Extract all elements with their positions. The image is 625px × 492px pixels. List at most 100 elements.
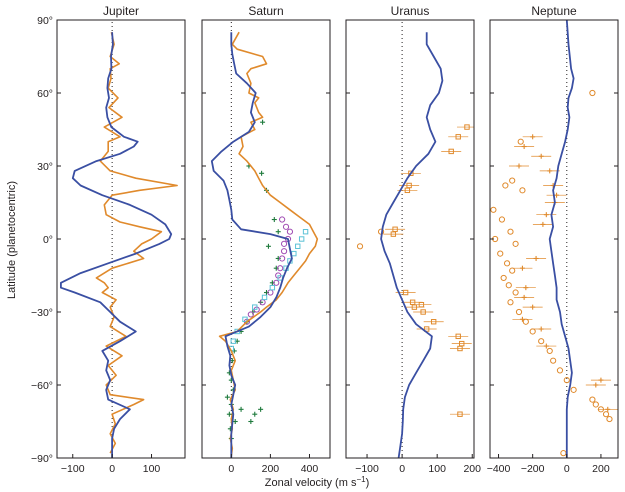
panel-frame — [345, 19, 475, 459]
marker-circle — [282, 223, 290, 230]
marker-circle — [563, 377, 570, 384]
marker-circle — [512, 240, 519, 247]
x-tick-label: −400 — [487, 463, 511, 475]
x-tick-label: 200 — [592, 463, 610, 475]
marker-circle — [280, 240, 288, 247]
marker-cross — [248, 419, 254, 424]
x-tick-label: 0 — [228, 463, 234, 475]
marker-circle — [509, 177, 516, 184]
series-line-model — [548, 20, 575, 458]
marker-circle — [522, 318, 529, 325]
panel-saturn: Saturn 0 200 400 — [201, 4, 331, 475]
marker-circle — [507, 228, 514, 235]
x-axis-label-end: ) — [366, 477, 370, 489]
panel-frame — [201, 19, 331, 459]
marker-circle — [602, 411, 610, 418]
marker-circle — [286, 228, 294, 235]
marker-square — [230, 338, 236, 344]
x-tick-label: −200 — [521, 463, 545, 475]
marker-circle — [546, 347, 553, 355]
y-tick-label: 0° — [43, 234, 53, 246]
y-axis-label: Latitude (planetocentric) — [6, 181, 18, 299]
marker-circle — [556, 367, 564, 374]
marker-square — [302, 229, 309, 235]
y-tick-label: 30° — [37, 161, 53, 173]
plot-area-saturn — [210, 31, 319, 458]
marker-circle — [356, 243, 364, 250]
plot-area-uranus — [356, 32, 474, 458]
marker-circle — [515, 308, 523, 316]
marker-circle — [502, 182, 509, 189]
marker-circle — [247, 311, 254, 318]
series-line-model — [210, 32, 293, 458]
marker-circle — [277, 265, 284, 272]
marker-circle — [570, 386, 577, 393]
marker-square — [261, 294, 268, 301]
marker-cross — [232, 419, 238, 424]
x-axis-label-superscript: −1 — [356, 475, 366, 484]
marker-circle — [519, 187, 526, 194]
marker-cross — [238, 406, 244, 412]
marker-cross — [275, 229, 281, 235]
marker-square — [242, 316, 248, 323]
panel-frame — [489, 19, 619, 459]
y-tick-label: −30° — [31, 307, 53, 319]
x-axis-label: Zonal velocity (m s−1) — [265, 475, 370, 489]
marker-cross — [224, 394, 230, 400]
x-tick-label: 0 — [109, 463, 115, 475]
marker-cross — [260, 119, 266, 125]
marker-circle — [560, 450, 567, 457]
y-tick-label: −60° — [31, 380, 53, 392]
x-tick-label: 200 — [463, 463, 481, 475]
marker-cross — [252, 411, 258, 417]
marker-square — [269, 284, 276, 291]
marker-circle — [592, 401, 599, 408]
marker-circle — [500, 274, 507, 282]
marker-circle — [529, 328, 536, 335]
marker-circle — [280, 248, 288, 255]
marker-circle — [507, 299, 514, 306]
marker-circle — [279, 255, 286, 262]
marker-cross — [265, 243, 271, 249]
panel-neptune: Neptune −400 −200 0 200 — [487, 4, 619, 475]
panel-uranus: Uranus −100 0 100 200 — [345, 4, 481, 475]
panel-title-saturn: Saturn — [248, 4, 283, 18]
marker-circle — [505, 282, 512, 289]
marker-cross — [258, 406, 264, 412]
x-tick-label: 0 — [399, 463, 405, 475]
panels: Jupiter 90° 60° 30° 0° −30° −60° −90° −100 0 100 Sa… — [31, 4, 619, 475]
y-tick-label: −90° — [31, 453, 53, 465]
series-line-model — [380, 32, 444, 458]
x-tick-label: 100 — [428, 463, 446, 475]
marker-circle — [503, 260, 511, 267]
marker-circle — [498, 216, 506, 223]
panel-title-uranus: Uranus — [391, 4, 430, 18]
x-tick-label: 0 — [564, 463, 570, 475]
series-line-observed — [218, 31, 319, 456]
marker-square — [298, 236, 305, 242]
x-axis-label-main: Zonal velocity (m s — [265, 477, 357, 489]
panel-title-jupiter: Jupiter — [103, 4, 139, 18]
series-line-observed — [95, 32, 178, 454]
x-tick-label: −100 — [61, 463, 85, 475]
plot-area-jupiter — [60, 32, 178, 458]
marker-square — [252, 304, 258, 310]
marker-cross — [226, 411, 232, 417]
x-tick-label: 200 — [262, 463, 280, 475]
x-tick-label: −100 — [355, 463, 379, 475]
x-tick-label: 100 — [143, 463, 161, 475]
marker-square — [295, 243, 301, 250]
marker-circle — [497, 250, 504, 257]
y-tick-label: 60° — [37, 88, 53, 100]
marker-circle — [538, 338, 545, 345]
marker-circle — [490, 206, 497, 213]
marker-circle — [509, 267, 516, 274]
y-tick-label: 90° — [37, 15, 53, 27]
marker-circle — [279, 216, 286, 223]
marker-circle — [589, 89, 596, 97]
marker-square — [291, 250, 297, 257]
marker-circle — [550, 357, 557, 364]
x-tick-label: 400 — [301, 463, 319, 475]
marker-cross — [259, 170, 265, 176]
